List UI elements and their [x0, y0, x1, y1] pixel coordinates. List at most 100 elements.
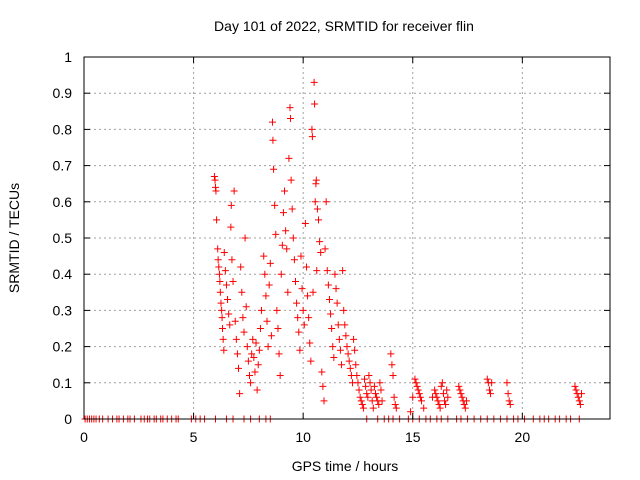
data-point	[267, 332, 275, 340]
data-point	[291, 277, 299, 285]
data-point	[324, 281, 332, 289]
x-tick-label: 10	[295, 429, 311, 445]
data-point	[332, 285, 340, 293]
data-point	[260, 252, 268, 260]
y-tick-label: 0.4	[53, 266, 73, 282]
data-point	[262, 292, 270, 300]
data-point	[295, 328, 303, 336]
data-point	[378, 397, 386, 405]
data-point	[373, 393, 381, 401]
data-point	[576, 401, 584, 409]
data-point	[353, 372, 361, 380]
data-point	[239, 314, 247, 322]
data-point	[256, 325, 264, 332]
data-point	[215, 263, 223, 271]
data-point	[300, 321, 308, 329]
data-point	[319, 382, 327, 390]
data-point	[331, 270, 339, 278]
data-point	[285, 154, 293, 162]
data-point	[306, 339, 314, 347]
data-point	[325, 296, 333, 304]
data-point	[284, 288, 292, 296]
x-tick-label: 0	[80, 429, 88, 445]
data-point	[213, 216, 221, 224]
data-point	[329, 343, 337, 351]
data-point	[412, 379, 420, 387]
data-point	[297, 252, 305, 260]
data-point	[574, 393, 582, 401]
data-point	[434, 397, 442, 405]
data-point	[307, 357, 315, 365]
data-point	[315, 216, 323, 224]
data-point	[341, 321, 349, 329]
data-point	[241, 234, 249, 242]
data-point	[409, 393, 417, 401]
data-point	[218, 306, 226, 314]
data-point	[371, 390, 379, 398]
data-point	[313, 205, 321, 213]
data-point	[211, 176, 219, 184]
data-point	[278, 241, 286, 249]
y-tick-label: 0.5	[53, 230, 73, 246]
data-point	[261, 270, 269, 278]
axis-ticks	[83, 56, 610, 420]
data-point	[293, 299, 301, 307]
data-point	[340, 306, 348, 314]
data-point	[437, 382, 445, 390]
data-point	[483, 375, 491, 383]
data-point	[390, 393, 398, 401]
data-point	[210, 172, 218, 180]
data-point	[244, 357, 252, 365]
data-point	[364, 393, 372, 401]
y-tick-label: 0.6	[53, 194, 73, 210]
data-point	[251, 368, 259, 376]
data-point	[248, 350, 256, 358]
data-point	[290, 256, 298, 264]
data-points	[81, 78, 586, 423]
y-tick-labels: 0 0.1 0.2 0.3 0.4 0.5 0.6 0.7 0.8 0.9 1	[53, 49, 73, 427]
data-point	[330, 353, 338, 361]
y-tick-label: 1	[64, 49, 72, 65]
data-point	[575, 397, 583, 405]
data-point	[439, 390, 447, 398]
data-point	[243, 343, 251, 351]
x-tick-label: 20	[515, 429, 531, 445]
data-point	[503, 379, 511, 387]
data-point	[485, 386, 493, 394]
data-point	[320, 397, 328, 405]
data-point	[255, 346, 263, 354]
data-point	[358, 401, 366, 409]
data-point	[435, 401, 443, 409]
data-point	[363, 390, 371, 398]
data-point	[309, 288, 317, 296]
data-point	[235, 364, 243, 372]
data-point	[432, 390, 440, 398]
data-point	[308, 133, 316, 141]
data-point	[361, 375, 369, 383]
data-point	[249, 335, 257, 343]
data-point	[351, 346, 359, 354]
data-point	[441, 397, 449, 405]
data-point	[214, 245, 222, 253]
data-point	[365, 372, 373, 380]
data-point	[286, 104, 294, 112]
data-point	[236, 390, 244, 398]
data-point	[270, 165, 278, 173]
data-point	[230, 187, 238, 195]
data-point	[318, 368, 326, 376]
data-point	[275, 350, 283, 358]
x-tick-label: 5	[190, 429, 198, 445]
data-point	[458, 393, 466, 401]
data-point	[216, 288, 224, 296]
data-point	[229, 277, 237, 285]
data-point	[339, 267, 347, 275]
data-point	[299, 306, 307, 314]
data-point	[416, 393, 424, 401]
data-point	[212, 187, 220, 195]
data-point	[254, 361, 262, 369]
data-point	[346, 364, 354, 372]
data-point	[366, 379, 374, 387]
data-point	[462, 397, 470, 405]
data-point	[264, 343, 272, 351]
data-point	[250, 353, 258, 361]
